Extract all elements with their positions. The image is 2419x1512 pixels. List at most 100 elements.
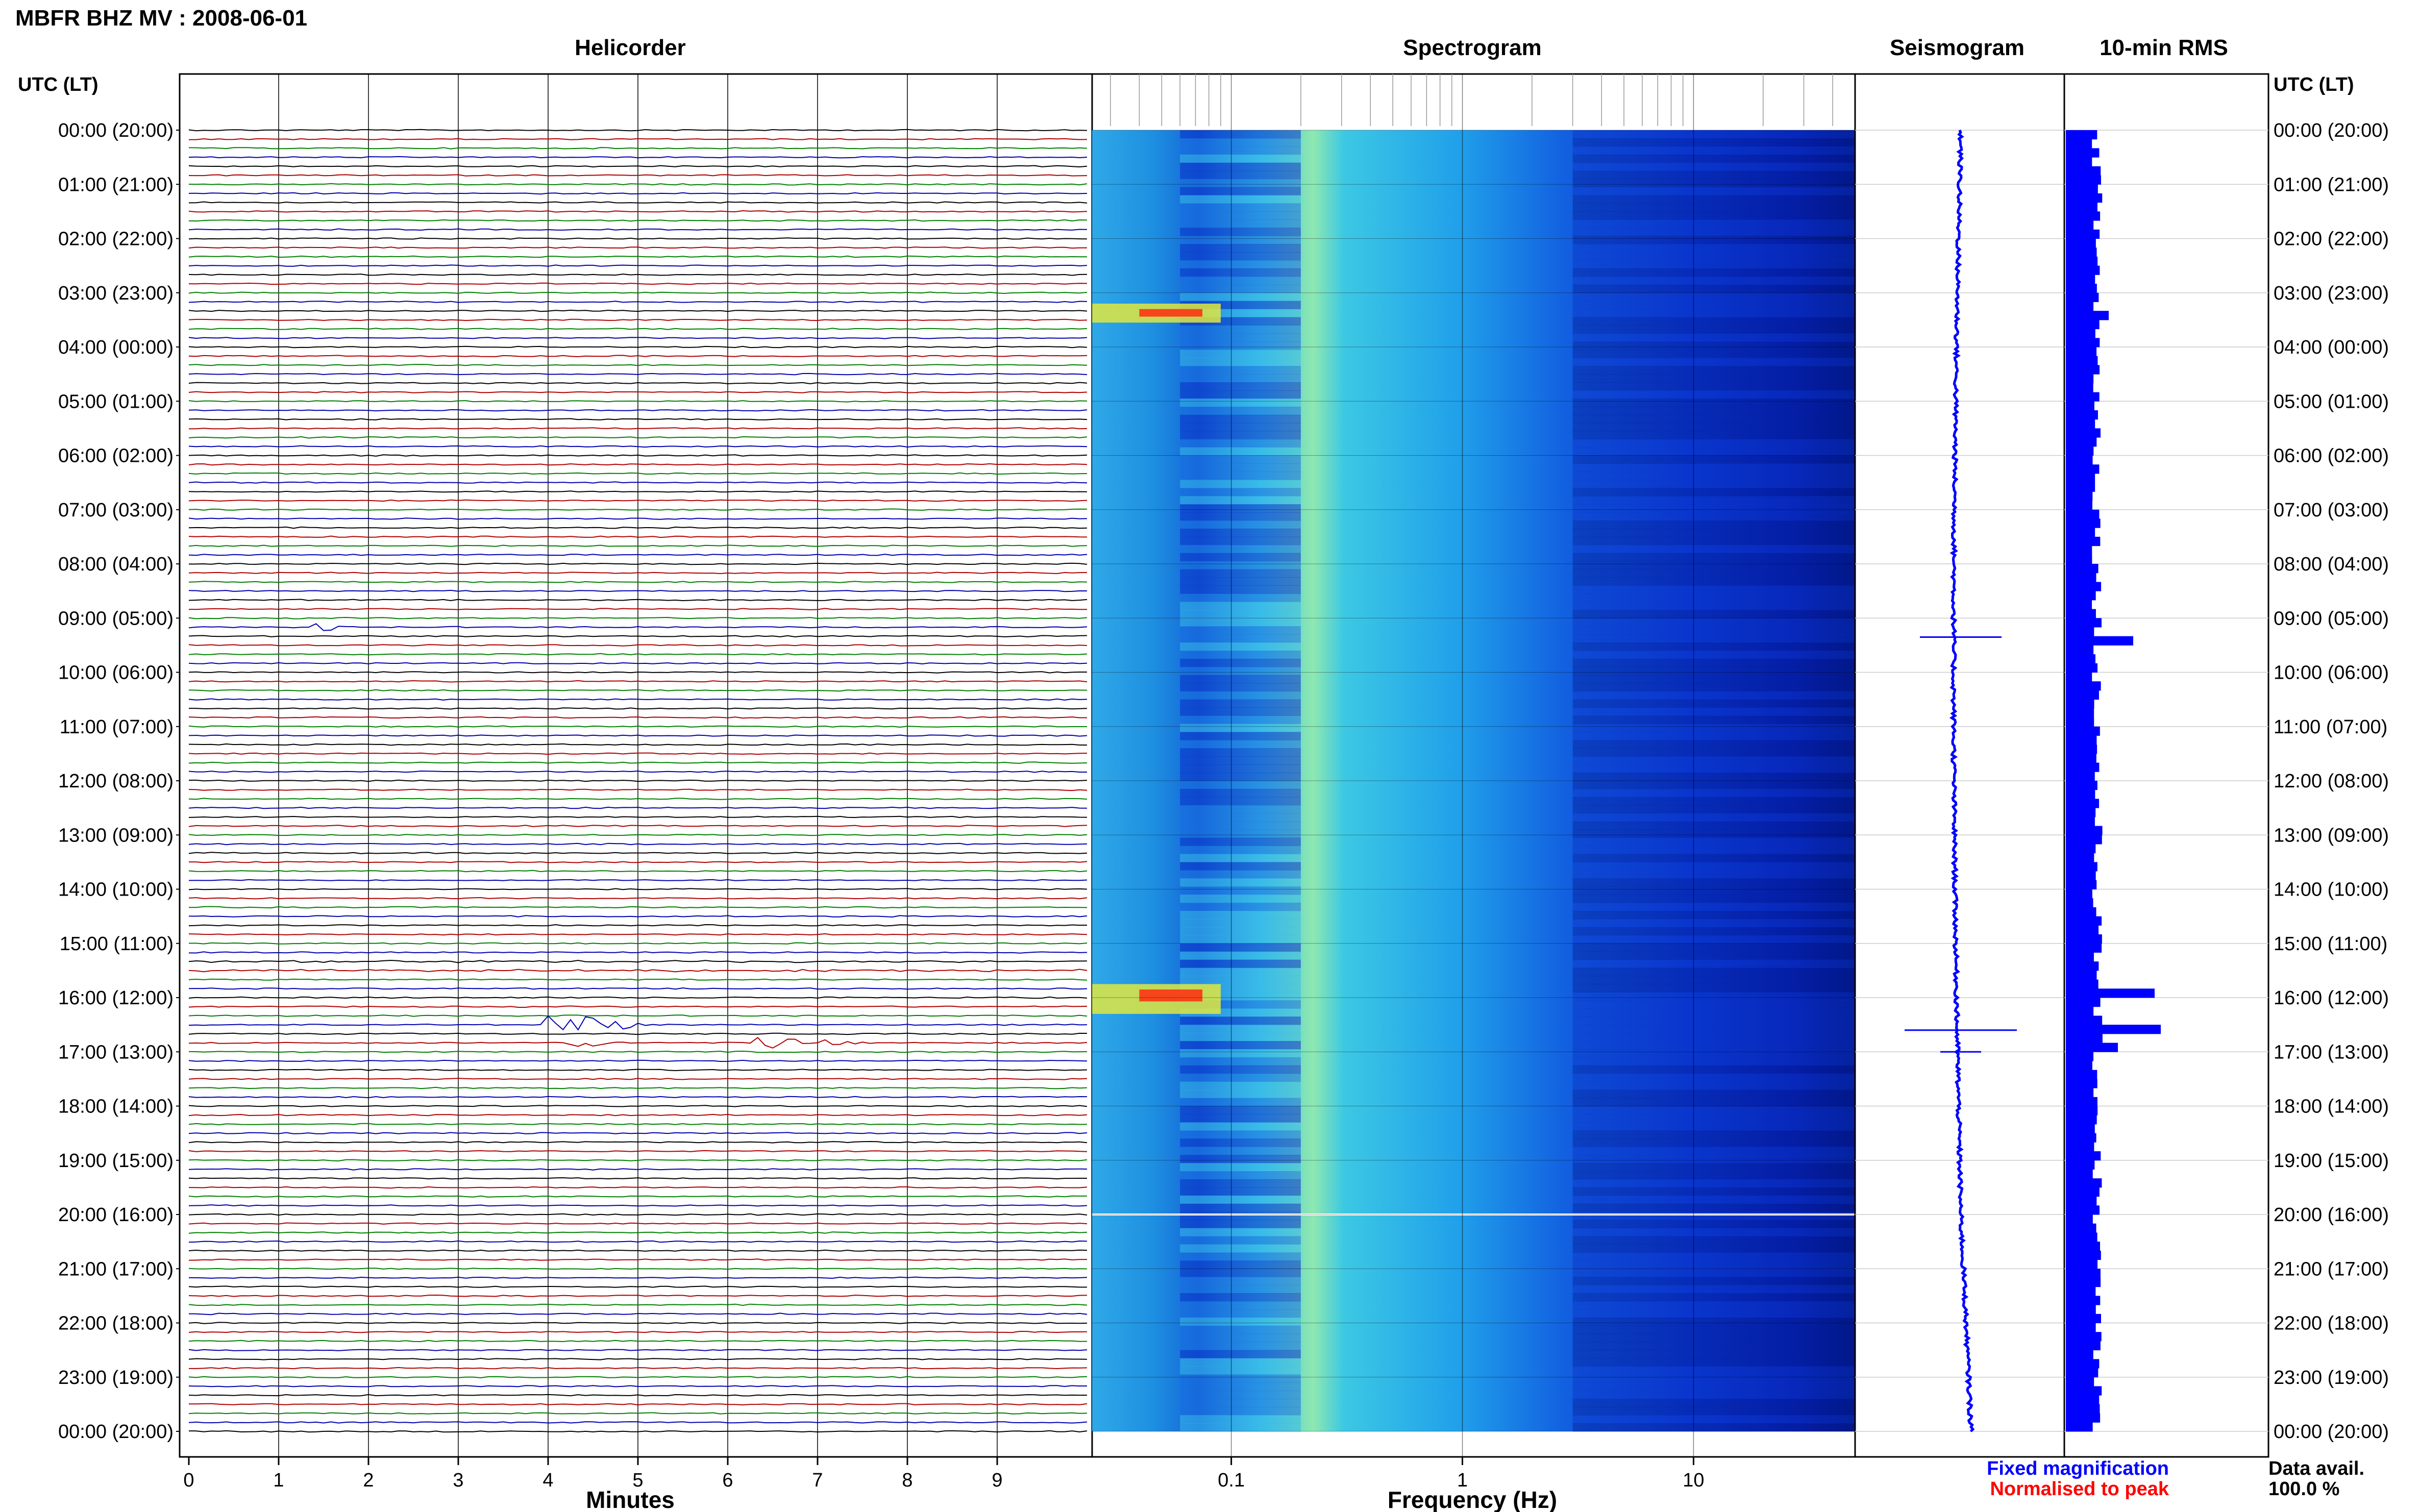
time-label-right: 17:00 (13:00) [2274,1042,2389,1063]
helicorder-trace [188,942,1088,945]
helicorder-trace [188,526,1088,529]
helicorder-trace [188,255,1088,258]
helicorder-trace [188,987,1088,990]
spectrogram-row [1572,276,1855,285]
helicorder-trace [189,1403,1088,1406]
helicorder-trace [188,933,1088,936]
rms-bar [2066,916,2102,926]
helicorder-trace [188,623,1088,631]
spectrogram-row [1572,1277,1855,1285]
spectrogram-row [1572,130,1855,139]
spectrogram-row [1572,1220,1855,1229]
rms-bar [2066,1305,2096,1315]
helicorder-trace [188,454,1088,457]
spectrogram-row [1572,1089,1855,1099]
spectrogram-row [1572,439,1855,448]
spectrogram-panel: 0.1 1 10 [1091,73,1856,1491]
rms-bar [2066,717,2094,727]
rms-bar [2066,1115,2097,1125]
time-label-left: 00:00 (20:00) [58,1421,174,1443]
time-labels: 00:00 (20:00) 00:00 (20:00) 01:00 (21:00) 0… [58,120,2389,1443]
spectrogram-row [1572,951,1855,960]
helicorder-trace [188,888,1088,890]
rms-bar [2066,826,2103,835]
helicorder-trace [188,599,1088,602]
rms-bar [2066,148,2100,158]
helicorder-trace [188,1285,1087,1288]
rms-bar [2066,853,2094,862]
spectrogram-row [1572,170,1855,180]
spectrogram-row [1572,577,1855,586]
spectrogram-row [1572,512,1855,521]
spectrogram-row [1180,1382,1301,1391]
spectrogram-row [1180,886,1301,895]
time-label-right: 20:00 (16:00) [2274,1204,2389,1226]
spectrogram-row [1180,1203,1301,1212]
rms-bar [2066,1286,2096,1296]
rms-bar [2066,979,2099,989]
helicorder-trace [188,779,1088,782]
spectrogram-row [1572,1366,1855,1375]
spectrogram-row [1180,1325,1301,1334]
spectrogram-row [1180,439,1301,448]
time-label-right: 01:00 (21:00) [2274,174,2389,195]
helicorder-trace [188,1141,1088,1144]
helicorder-trace [188,644,1088,647]
spectrogram-row [1572,1423,1855,1432]
rms-bar [2066,663,2098,673]
spectrogram-row [1572,179,1855,188]
spectrogram-row [1180,724,1301,732]
helicorder-trace [188,138,1088,141]
helicorder-trace [188,364,1088,366]
utc-label-left: UTC (LT) [18,74,98,95]
spectrogram-row [1572,1147,1855,1155]
spectrogram-row [1572,536,1855,546]
spectrogram-row [1572,626,1855,635]
spectrogram-row [1572,561,1855,570]
helicorder-trace [188,870,1088,873]
helicorder-trace [188,608,1088,610]
helicorder-trace [188,734,1088,737]
time-label-left: 12:00 (08:00) [58,771,174,792]
rms-bar [2066,1377,2094,1386]
spectrogram-row [1180,333,1301,342]
spectrogram-row [1180,1374,1301,1383]
rms-bar [2066,708,2094,718]
spectrogram-row [1180,496,1301,505]
helicorder-trace [188,1430,1088,1433]
spectrogram-row [1180,878,1301,887]
spectrogram-row [1180,1106,1301,1114]
rms-bar [2066,745,2097,754]
helicorder-trace [188,1385,1088,1387]
rms-bar [2066,1232,2097,1242]
rms-bar [2066,1043,2118,1052]
spectrogram-row [1572,1171,1855,1180]
spectrogram-row [1572,284,1855,293]
helicorder-trace [188,743,1087,746]
spectrogram-row [1180,553,1301,562]
rms-bar [2066,356,2098,365]
spectrogram-row [1572,333,1855,342]
spectrogram-row [1572,797,1855,806]
spectrogram-row [1572,203,1855,212]
spectrogram-row [1572,236,1855,244]
rms-bar [2066,943,2102,953]
rms-bar [2066,1124,2095,1134]
spectrogram-row [1180,512,1301,521]
frequency-axis-label: Frequency (Hz) [1388,1486,1557,1512]
spectrogram-row [1572,1236,1855,1245]
spectrogram-row [1572,301,1855,310]
rms-bar [2066,1015,2103,1025]
spectrogram-row [1572,146,1855,155]
rms-bar [2066,1242,2101,1251]
rms-bar [2066,1422,2093,1432]
spectrogram-row [1180,1089,1301,1099]
spectrogram-row [1180,1309,1301,1318]
helicorder-trace [188,400,1088,403]
spectrogram-row [1572,544,1855,554]
rms-bar [2066,681,2101,691]
spectrogram-row [1180,1179,1301,1188]
spectrogram-row [1180,813,1301,822]
spectrogram-row [1572,1415,1855,1424]
spectrogram-row [1180,1081,1301,1090]
